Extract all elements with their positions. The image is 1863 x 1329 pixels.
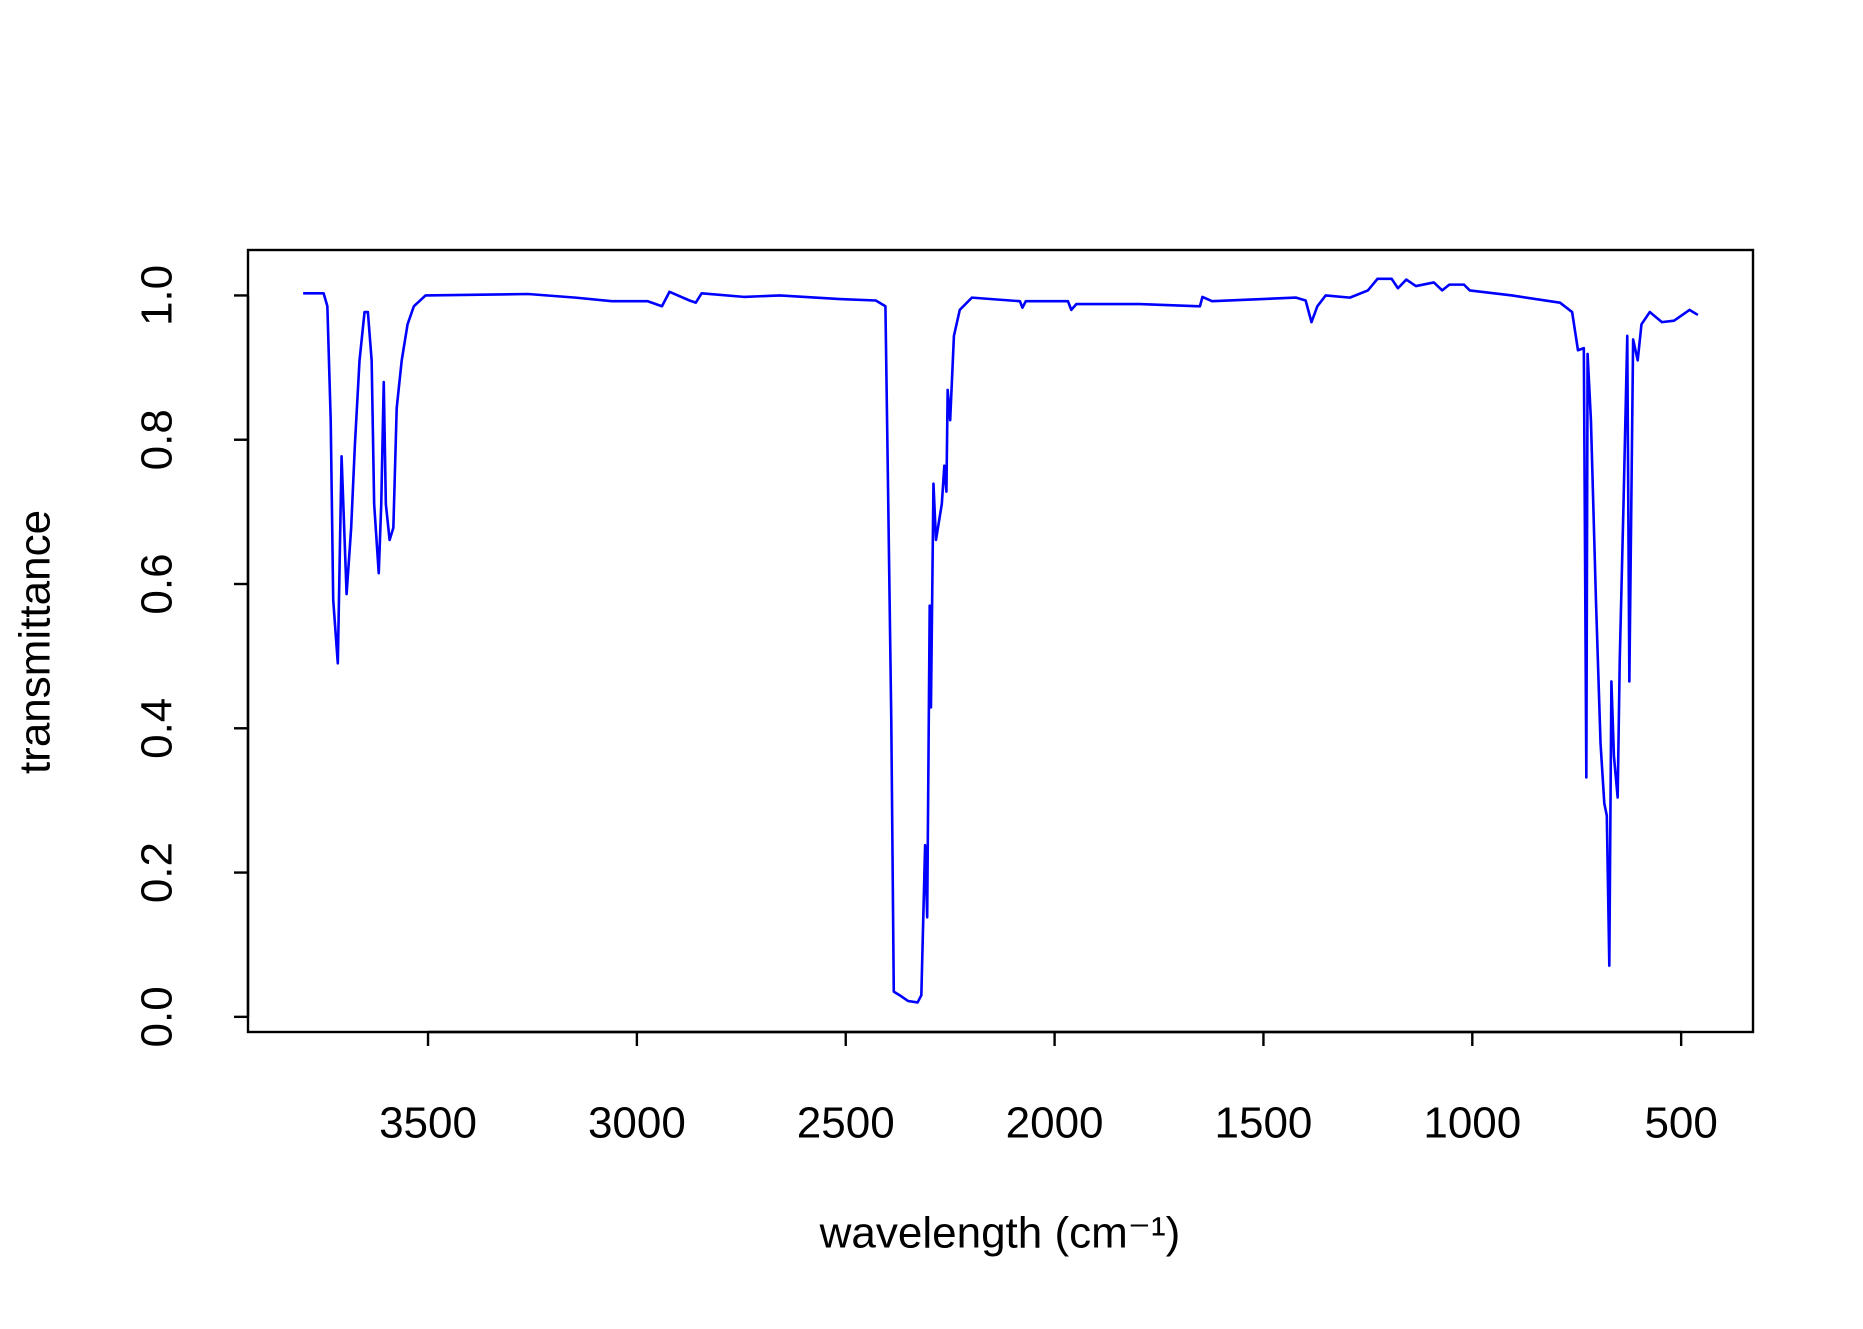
y-tick-label: 0.6 — [133, 553, 182, 614]
x-tick-label: 1000 — [1423, 1099, 1521, 1148]
y-tick-label: 1.0 — [133, 265, 182, 326]
x-tick-label: 500 — [1644, 1099, 1717, 1148]
x-axis-label: wavelength (cm⁻¹) — [819, 1209, 1181, 1258]
spectrum-line — [303, 277, 1699, 1004]
y-tick-label: 0.8 — [133, 409, 182, 470]
x-tick-label: 2000 — [1006, 1099, 1104, 1148]
y-tick-label: 0.0 — [133, 986, 182, 1047]
x-tick-label: 3500 — [379, 1099, 477, 1148]
y-tick-label: 0.4 — [133, 698, 182, 759]
x-tick-label: 1500 — [1215, 1099, 1313, 1148]
x-tick-label: 2500 — [797, 1099, 895, 1148]
y-tick-label: 0.2 — [133, 842, 182, 903]
y-axis-label: transmittance — [11, 510, 60, 774]
x-tick-label: 3000 — [588, 1099, 686, 1148]
